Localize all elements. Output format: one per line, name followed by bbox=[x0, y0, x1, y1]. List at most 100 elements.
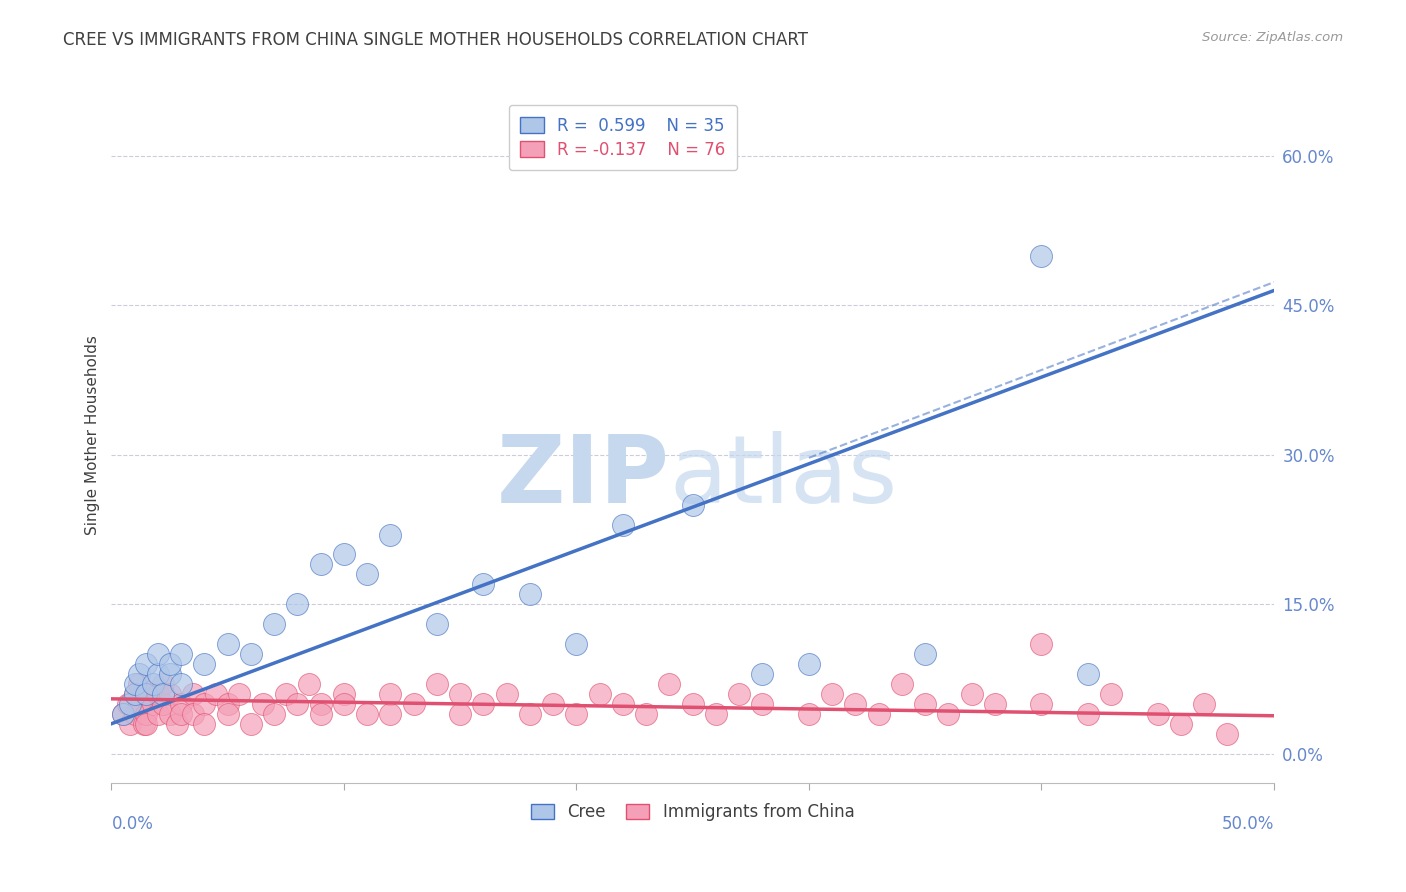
Point bbox=[152, 677, 174, 691]
Point bbox=[751, 697, 773, 711]
Point bbox=[449, 706, 471, 721]
Point bbox=[821, 687, 844, 701]
Point bbox=[380, 527, 402, 541]
Point bbox=[565, 706, 588, 721]
Point bbox=[146, 706, 169, 721]
Point bbox=[380, 687, 402, 701]
Point bbox=[152, 697, 174, 711]
Point bbox=[124, 687, 146, 701]
Point bbox=[193, 716, 215, 731]
Point bbox=[118, 716, 141, 731]
Point bbox=[1031, 249, 1053, 263]
Point bbox=[914, 647, 936, 661]
Point bbox=[239, 647, 262, 661]
Point bbox=[612, 697, 634, 711]
Point bbox=[380, 706, 402, 721]
Point bbox=[751, 667, 773, 681]
Point bbox=[1077, 706, 1099, 721]
Point bbox=[797, 657, 820, 671]
Point bbox=[263, 617, 285, 632]
Point bbox=[495, 687, 517, 701]
Point bbox=[519, 706, 541, 721]
Point bbox=[938, 706, 960, 721]
Point bbox=[124, 687, 146, 701]
Point bbox=[252, 697, 274, 711]
Point bbox=[844, 697, 866, 711]
Text: 50.0%: 50.0% bbox=[1222, 815, 1274, 833]
Point bbox=[333, 687, 356, 701]
Point bbox=[1146, 706, 1168, 721]
Point bbox=[263, 706, 285, 721]
Text: Source: ZipAtlas.com: Source: ZipAtlas.com bbox=[1202, 31, 1343, 45]
Point bbox=[152, 687, 174, 701]
Point bbox=[170, 677, 193, 691]
Point bbox=[1216, 727, 1239, 741]
Point bbox=[1192, 697, 1215, 711]
Point bbox=[146, 667, 169, 681]
Point bbox=[118, 697, 141, 711]
Point bbox=[124, 677, 146, 691]
Point bbox=[159, 667, 181, 681]
Point bbox=[217, 706, 239, 721]
Point bbox=[142, 697, 165, 711]
Point bbox=[117, 697, 139, 711]
Point bbox=[170, 697, 193, 711]
Point bbox=[124, 706, 146, 721]
Text: CREE VS IMMIGRANTS FROM CHINA SINGLE MOTHER HOUSEHOLDS CORRELATION CHART: CREE VS IMMIGRANTS FROM CHINA SINGLE MOT… bbox=[63, 31, 808, 49]
Text: ZIP: ZIP bbox=[496, 431, 669, 523]
Text: 0.0%: 0.0% bbox=[111, 815, 153, 833]
Point bbox=[217, 637, 239, 651]
Point bbox=[426, 617, 449, 632]
Point bbox=[1031, 637, 1053, 651]
Point bbox=[128, 697, 150, 711]
Point bbox=[682, 697, 704, 711]
Point bbox=[1170, 716, 1192, 731]
Point bbox=[142, 677, 165, 691]
Point bbox=[181, 687, 204, 701]
Point bbox=[166, 716, 188, 731]
Point bbox=[135, 657, 157, 671]
Point bbox=[205, 687, 228, 701]
Point bbox=[112, 706, 135, 721]
Point bbox=[426, 677, 449, 691]
Point bbox=[636, 706, 658, 721]
Point bbox=[868, 706, 890, 721]
Point bbox=[309, 558, 332, 572]
Point bbox=[193, 697, 215, 711]
Point bbox=[159, 687, 181, 701]
Point bbox=[984, 697, 1007, 711]
Point bbox=[135, 706, 157, 721]
Point bbox=[682, 498, 704, 512]
Point bbox=[128, 667, 150, 681]
Point bbox=[890, 677, 912, 691]
Legend: Cree, Immigrants from China: Cree, Immigrants from China bbox=[524, 797, 860, 828]
Point bbox=[356, 567, 378, 582]
Point bbox=[193, 657, 215, 671]
Point bbox=[181, 706, 204, 721]
Point bbox=[797, 706, 820, 721]
Point bbox=[519, 587, 541, 601]
Point bbox=[472, 577, 495, 591]
Point bbox=[146, 647, 169, 661]
Point bbox=[135, 687, 157, 701]
Point bbox=[658, 677, 681, 691]
Point bbox=[449, 687, 471, 701]
Point bbox=[960, 687, 983, 701]
Text: atlas: atlas bbox=[669, 431, 897, 523]
Point bbox=[146, 687, 169, 701]
Point bbox=[541, 697, 564, 711]
Point bbox=[472, 697, 495, 711]
Point bbox=[914, 697, 936, 711]
Point bbox=[402, 697, 425, 711]
Point bbox=[159, 706, 181, 721]
Point bbox=[612, 517, 634, 532]
Point bbox=[135, 716, 157, 731]
Point bbox=[128, 677, 150, 691]
Point bbox=[1031, 697, 1053, 711]
Point bbox=[287, 597, 309, 611]
Point bbox=[333, 548, 356, 562]
Point bbox=[112, 706, 135, 721]
Point bbox=[728, 687, 751, 701]
Point bbox=[135, 687, 157, 701]
Point bbox=[1099, 687, 1122, 701]
